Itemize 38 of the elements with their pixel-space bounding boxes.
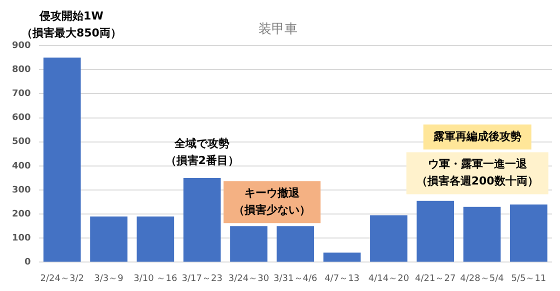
bar xyxy=(43,58,81,262)
x-tick-label: 3/10 ～16 xyxy=(134,274,178,284)
y-tick-label: 400 xyxy=(12,161,31,172)
y-tick-label: 100 xyxy=(12,233,31,244)
x-tick-label: 3/17～23 xyxy=(182,274,222,284)
bar xyxy=(510,204,548,262)
y-tick-label: 800 xyxy=(12,65,31,76)
x-tick-label: 4/21～27 xyxy=(415,274,456,284)
annotation: ウ軍・露軍一進一退（損害各週200数十両） xyxy=(416,158,538,188)
y-tick-label: 200 xyxy=(12,209,31,220)
x-tick-label: 3/31～4/6 xyxy=(274,274,318,284)
bar xyxy=(323,252,361,262)
bar xyxy=(370,215,408,262)
x-tick-label: 3/24～30 xyxy=(228,274,270,284)
y-tick-label: 0 xyxy=(24,258,31,268)
text: 侵攻開始1W（損害最大850両） xyxy=(21,10,122,40)
y-tick-label: 900 xyxy=(12,40,31,51)
bar xyxy=(276,226,314,262)
x-tick-label: 4/7～13 xyxy=(324,274,360,284)
x-tick-label: 4/14～20 xyxy=(368,274,410,284)
x-tick-label: 5/5～11 xyxy=(511,274,546,284)
x-tick-label: 4/28～5/4 xyxy=(460,274,504,284)
y-tick-label: 600 xyxy=(12,113,31,124)
annotation: キーウ撤退（損害少ない） xyxy=(234,186,311,216)
bar xyxy=(183,178,221,262)
bar xyxy=(136,216,174,262)
bar xyxy=(416,200,454,262)
y-tick-label: 500 xyxy=(12,137,31,148)
x-tick-label: 3/3～9 xyxy=(94,274,124,284)
y-tick-label: 700 xyxy=(12,89,31,100)
annotation: 全域で攻勢（損害2番目） xyxy=(165,137,239,168)
bar xyxy=(230,226,268,262)
x-tick-label: 2/24～3/2 xyxy=(40,274,84,284)
chart-title: 装甲車 xyxy=(258,22,298,38)
bar xyxy=(90,216,128,262)
y-tick-label: 300 xyxy=(12,185,31,196)
annotation: 露軍再編成後攻勢 xyxy=(432,130,522,143)
bar xyxy=(463,206,501,262)
